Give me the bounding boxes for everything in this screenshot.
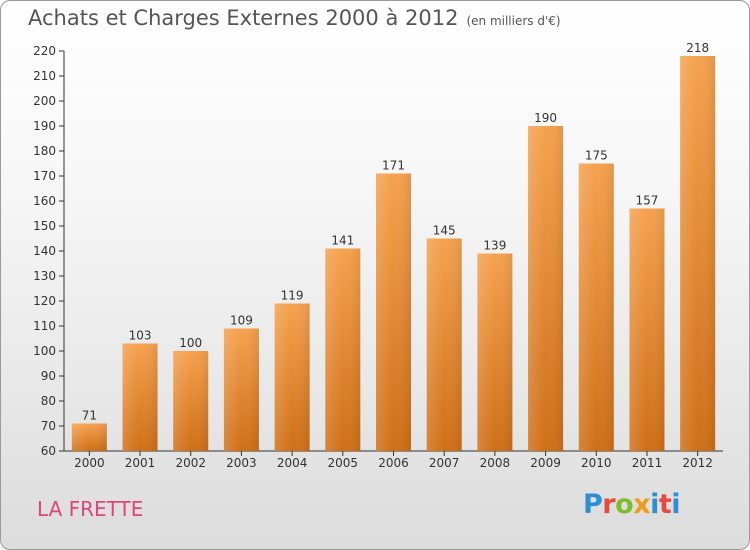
bar-shading xyxy=(223,328,259,451)
y-axis: 60 70 80 90 100 110 120 130 140 150 160 170 180 190 20… xyxy=(33,44,65,458)
y-tick-label: 200 xyxy=(33,94,56,108)
chart-unit: (en milliers d'€) xyxy=(466,14,561,28)
logo-letter: P xyxy=(583,489,603,520)
bar-value-label: 157 xyxy=(636,194,659,208)
bar-shading xyxy=(477,253,513,451)
x-tick-label: 2012 xyxy=(682,456,713,470)
x-tick-label: 2010 xyxy=(581,456,612,470)
y-tick-label: 130 xyxy=(33,269,56,283)
x-tick-label: 2001 xyxy=(125,456,156,470)
chart-title: Achats et Charges Externes 2000 à 2012 (e… xyxy=(28,6,561,30)
logo-letter: x xyxy=(633,489,651,520)
y-tick-label: 160 xyxy=(33,194,56,208)
bar-value-label: 141 xyxy=(331,234,354,248)
x-tick-label: 2000 xyxy=(74,456,105,470)
proxiti-logo[interactable]: Proxiti xyxy=(583,489,681,520)
bar-value-label: 190 xyxy=(534,111,557,125)
bar-shading xyxy=(629,208,665,451)
bar-shading xyxy=(376,173,411,451)
logo-letter: i xyxy=(671,489,681,520)
bar-shading xyxy=(71,423,107,451)
bar-value-label: 218 xyxy=(686,41,709,55)
bar-value-label: 175 xyxy=(585,149,608,163)
bar-shading xyxy=(426,238,462,451)
commune-name: LA FRETTE xyxy=(37,497,144,521)
bars: 71 103 100 109 119 141 171 145 139 190 175 157 218 xyxy=(71,41,716,451)
y-tick-label: 100 xyxy=(33,344,56,358)
y-tick-label: 150 xyxy=(33,219,56,233)
y-tick-label: 120 xyxy=(33,294,56,308)
bar-shading xyxy=(578,163,614,451)
bar-shading xyxy=(528,126,564,451)
y-tick-label: 170 xyxy=(33,169,56,183)
bar-shading xyxy=(122,343,158,451)
x-tick-label: 2006 xyxy=(378,456,409,470)
bar-value-label: 109 xyxy=(230,314,253,328)
y-tick-label: 70 xyxy=(41,419,56,433)
y-tick-label: 190 xyxy=(33,119,56,133)
y-tick-label: 80 xyxy=(41,394,56,408)
logo-letter: r xyxy=(602,489,616,520)
x-tick-label: 2005 xyxy=(328,456,359,470)
bar-shading xyxy=(325,248,361,451)
bar-value-label: 119 xyxy=(281,289,304,303)
chart-title-text: Achats et Charges Externes 2000 à 2012 xyxy=(28,6,459,30)
bar-shading xyxy=(680,56,716,451)
y-tick-label: 110 xyxy=(33,319,56,333)
x-tick-label: 2008 xyxy=(480,456,511,470)
bar-shading xyxy=(274,303,310,451)
y-tick-label: 180 xyxy=(33,144,56,158)
y-tick-label: 220 xyxy=(33,44,56,58)
bar-value-label: 145 xyxy=(433,224,456,238)
y-tick-label: 140 xyxy=(33,244,56,258)
logo-letter: t xyxy=(658,489,672,520)
bar-value-label: 171 xyxy=(382,159,405,173)
x-tick-label: 2002 xyxy=(175,456,206,470)
bar-value-label: 139 xyxy=(483,239,506,253)
x-tick-label: 2007 xyxy=(429,456,460,470)
y-tick-label: 210 xyxy=(33,69,56,83)
x-axis: 2000 2001 2002 2003 2004 2005 2006 2007 2008 2009… xyxy=(64,450,723,470)
y-tick-label: 60 xyxy=(41,444,56,458)
y-tick-label: 90 xyxy=(41,369,56,383)
x-tick-label: 2004 xyxy=(277,456,308,470)
bar-value-label: 71 xyxy=(82,409,97,423)
logo-letter: i xyxy=(650,489,659,520)
bar-value-label: 100 xyxy=(179,336,202,350)
logo-letter: o xyxy=(615,489,634,520)
x-tick-label: 2003 xyxy=(226,456,257,470)
x-tick-label: 2011 xyxy=(632,456,663,470)
bar-shading xyxy=(173,351,209,451)
x-tick-label: 2009 xyxy=(530,456,561,470)
bar-value-label: 103 xyxy=(129,329,152,343)
